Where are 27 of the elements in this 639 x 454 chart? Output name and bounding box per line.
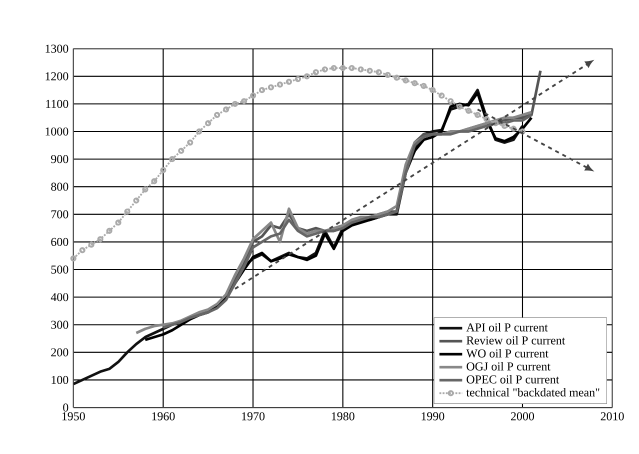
legend-label: technical "backdated mean" bbox=[466, 388, 600, 397]
y-tick-label: 900 bbox=[51, 155, 68, 164]
legend-label: WO oil P current bbox=[466, 349, 548, 358]
y-tick-label: 400 bbox=[50, 293, 68, 302]
x-tick-label: 1970 bbox=[242, 412, 265, 421]
y-tick-label: 600 bbox=[51, 238, 68, 246]
legend-label: OGJ oil P current bbox=[466, 362, 550, 371]
x-tick-label: 1960 bbox=[152, 412, 175, 421]
x-tick-label: 2000 bbox=[511, 412, 534, 421]
x-tick-label: 2010 bbox=[600, 412, 624, 421]
y-tick-label: 800 bbox=[51, 182, 68, 191]
y-tick-label: 1200 bbox=[46, 72, 68, 81]
y-tick-label: 1300 bbox=[46, 44, 68, 53]
legend-label: OPEC oil P current bbox=[466, 375, 560, 384]
x-tick-label: 1950 bbox=[62, 412, 85, 421]
y-tick-label: 500 bbox=[51, 266, 68, 274]
y-tick-label: 100 bbox=[52, 376, 68, 384]
y-tick-label: 700 bbox=[51, 210, 68, 219]
legend-label: API oil P current bbox=[466, 323, 548, 332]
y-tick-label: 0 bbox=[63, 404, 68, 412]
x-tick-label: 1980 bbox=[332, 412, 354, 421]
legend-label: Review oil P current bbox=[466, 336, 566, 345]
y-tick-label: 300 bbox=[51, 320, 68, 330]
y-tick-label: 1100 bbox=[46, 100, 68, 108]
y-tick-label: 200 bbox=[51, 348, 68, 357]
x-tick-label: 1990 bbox=[422, 412, 444, 421]
y-tick-label: 1000 bbox=[46, 128, 68, 136]
